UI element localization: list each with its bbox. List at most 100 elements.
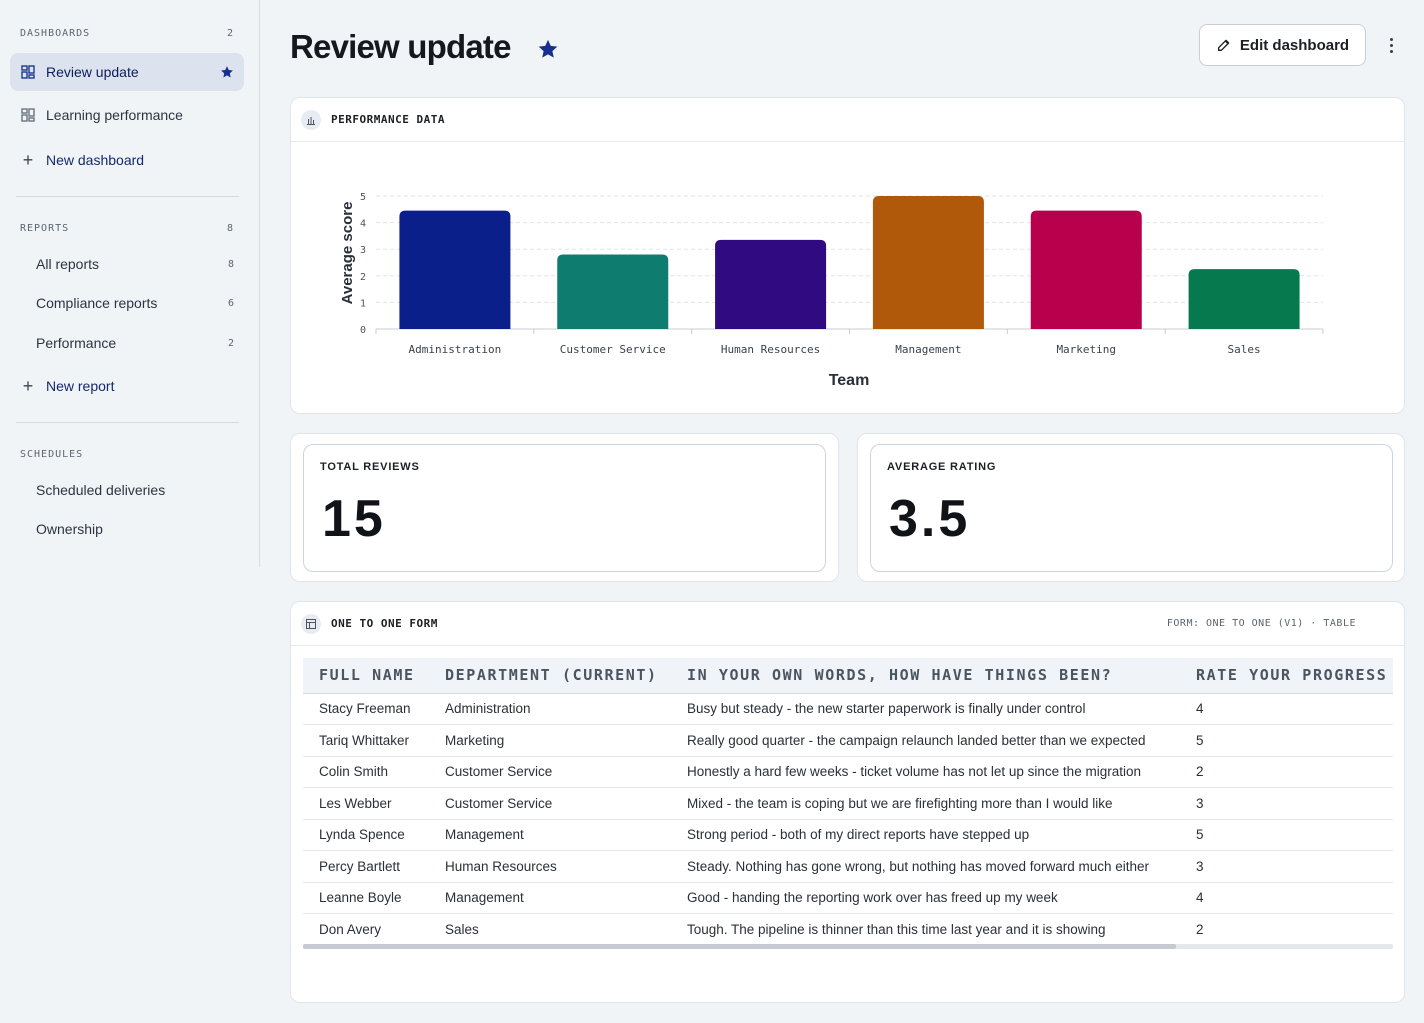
y-tick-label: 3 (360, 245, 366, 256)
table-scroll-area[interactable]: FULL NAME DEPARTMENT (CURRENT) IN YOUR O… (303, 658, 1393, 950)
cell-department: Sales (429, 913, 671, 946)
cell-progress: 3 (1180, 787, 1393, 820)
table-row: Don Avery Sales Tough. The pipeline is t… (303, 913, 1393, 946)
x-axis-label: Team (829, 372, 870, 389)
panel-header: ONE TO ONE FORM FORM: ONE TO ONE (V1) · … (291, 602, 1404, 646)
cell-department: Customer Service (429, 756, 671, 788)
sidebar-item-all-reports[interactable]: All reports 8 (10, 245, 244, 283)
bar-management[interactable] (872, 196, 984, 329)
panel-meta: FORM: ONE TO ONE (V1) · TABLE (1166, 618, 1356, 629)
sidebar-item-label: Compliance reports (36, 295, 158, 311)
bar-sales[interactable] (1188, 269, 1300, 329)
column-header[interactable]: RATE YOUR PROGRESS (1180, 658, 1393, 694)
cell-progress: 4 (1180, 882, 1393, 914)
new-report-label: New report (46, 378, 115, 394)
average-rating-panel: AVERAGE RATING 3.5 (857, 433, 1405, 582)
edit-dashboard-label: Edit dashboard (1239, 36, 1350, 54)
table-row: Tariq Whittaker Marketing Really good qu… (303, 724, 1393, 757)
stat-value: 3.5 (889, 490, 971, 548)
cell-department: Customer Service (429, 787, 671, 820)
stat-value: 15 (322, 490, 386, 548)
item-count: 2 (227, 337, 234, 349)
x-tick-label: Marketing (1056, 343, 1116, 356)
table-row: Les Webber Customer Service Mixed - the … (303, 787, 1393, 820)
sidebar-item-label: All reports (36, 256, 100, 272)
responses-table: FULL NAME DEPARTMENT (CURRENT) IN YOUR O… (303, 658, 1393, 946)
table-icon (301, 613, 321, 634)
bar-administration[interactable] (399, 210, 511, 329)
schedules-heading: SCHEDULES (20, 449, 84, 460)
sidebar-item-compliance-reports[interactable]: Compliance reports 6 (10, 284, 244, 322)
favorite-star-icon[interactable] (537, 38, 559, 60)
more-options-icon[interactable] (1380, 34, 1402, 56)
sidebar-divider (16, 196, 239, 197)
x-tick-label: Customer Service (560, 343, 666, 356)
dashboard-icon (10, 108, 46, 122)
dashboards-section-heading: DASHBOARDS 2 (20, 28, 234, 39)
bar-chart-icon (301, 109, 321, 130)
y-tick-label: 1 (360, 298, 366, 309)
dashboards-heading: DASHBOARDS (20, 28, 91, 39)
sidebar-item-label: Review update (46, 64, 139, 80)
cell-department: Human Resources (429, 850, 671, 883)
x-tick-label: Sales (1228, 343, 1261, 356)
cell-full-name: Lynda Spence (303, 819, 429, 851)
total-reviews-card: TOTAL REVIEWS 15 (303, 444, 826, 572)
bar-human-resources[interactable] (715, 239, 827, 329)
new-dashboard-button[interactable]: + New dashboard (10, 141, 244, 179)
y-tick-label: 4 (360, 219, 366, 230)
cell-department: Management (429, 819, 671, 851)
pencil-icon (1216, 37, 1232, 53)
cell-response: Mixed - the team is coping but we are fi… (671, 787, 1180, 820)
cell-full-name: Tariq Whittaker (303, 724, 429, 757)
sidebar-item-label: Ownership (36, 521, 103, 537)
dashboards-count: 2 (226, 28, 234, 39)
cell-full-name: Don Avery (303, 913, 429, 946)
x-tick-label: Human Resources (721, 343, 820, 356)
new-report-button[interactable]: + New report (10, 367, 244, 405)
sidebar-item-ownership[interactable]: Ownership (10, 510, 244, 548)
sidebar-item-label: Learning performance (46, 107, 183, 123)
y-tick-label: 2 (360, 272, 366, 283)
sidebar-item-review-update[interactable]: Review update (10, 53, 244, 91)
cell-response: Busy but steady - the new starter paperw… (671, 693, 1180, 725)
plus-icon: + (22, 375, 34, 396)
scrollbar-thumb[interactable] (303, 944, 1176, 949)
reports-section-heading: REPORTS 8 (20, 223, 234, 234)
column-header[interactable]: DEPARTMENT (CURRENT) (429, 658, 671, 694)
cell-response: Tough. The pipeline is thinner than this… (671, 913, 1180, 946)
horizontal-scrollbar[interactable] (303, 944, 1393, 949)
item-count: 8 (227, 258, 234, 270)
sidebar-item-scheduled-deliveries[interactable]: Scheduled deliveries (10, 471, 244, 509)
total-reviews-panel: TOTAL REVIEWS 15 (290, 433, 839, 582)
star-icon[interactable] (220, 65, 244, 79)
y-tick-label: 5 (360, 192, 366, 203)
sidebar: DASHBOARDS 2 Review update Learning perf… (0, 0, 260, 567)
y-tick-label: 0 (360, 325, 366, 336)
page-title: Review update (290, 28, 511, 65)
plus-icon: + (22, 149, 34, 170)
edit-dashboard-button[interactable]: Edit dashboard (1199, 24, 1366, 66)
cell-progress: 5 (1180, 724, 1393, 757)
x-tick-label: Management (895, 343, 961, 356)
panel-header: PERFORMANCE DATA (291, 98, 1404, 142)
cell-full-name: Leanne Boyle (303, 882, 429, 914)
average-rating-card: AVERAGE RATING 3.5 (870, 444, 1393, 572)
new-dashboard-label: New dashboard (46, 152, 145, 168)
panel-title: PERFORMANCE DATA (331, 113, 445, 126)
table-row: Percy Bartlett Human Resources Steady. N… (303, 850, 1393, 883)
cell-response: Honestly a hard few weeks - ticket volum… (671, 756, 1180, 788)
stat-label: TOTAL REVIEWS (320, 461, 420, 473)
column-header[interactable]: FULL NAME (303, 658, 429, 694)
bar-customer-service[interactable] (557, 254, 669, 329)
column-header[interactable]: IN YOUR OWN WORDS, HOW HAVE THINGS BEEN? (671, 658, 1180, 694)
x-tick-label: Administration (409, 343, 502, 356)
cell-response: Good - handing the reporting work over h… (671, 882, 1180, 914)
cell-full-name: Stacy Freeman (303, 693, 429, 725)
sidebar-divider (16, 422, 239, 423)
cell-progress: 3 (1180, 850, 1393, 883)
sidebar-item-performance[interactable]: Performance 2 (10, 324, 244, 362)
bar-marketing[interactable] (1030, 210, 1142, 329)
sidebar-item-learning-performance[interactable]: Learning performance (10, 96, 244, 134)
cell-response: Strong period - both of my direct report… (671, 819, 1180, 851)
